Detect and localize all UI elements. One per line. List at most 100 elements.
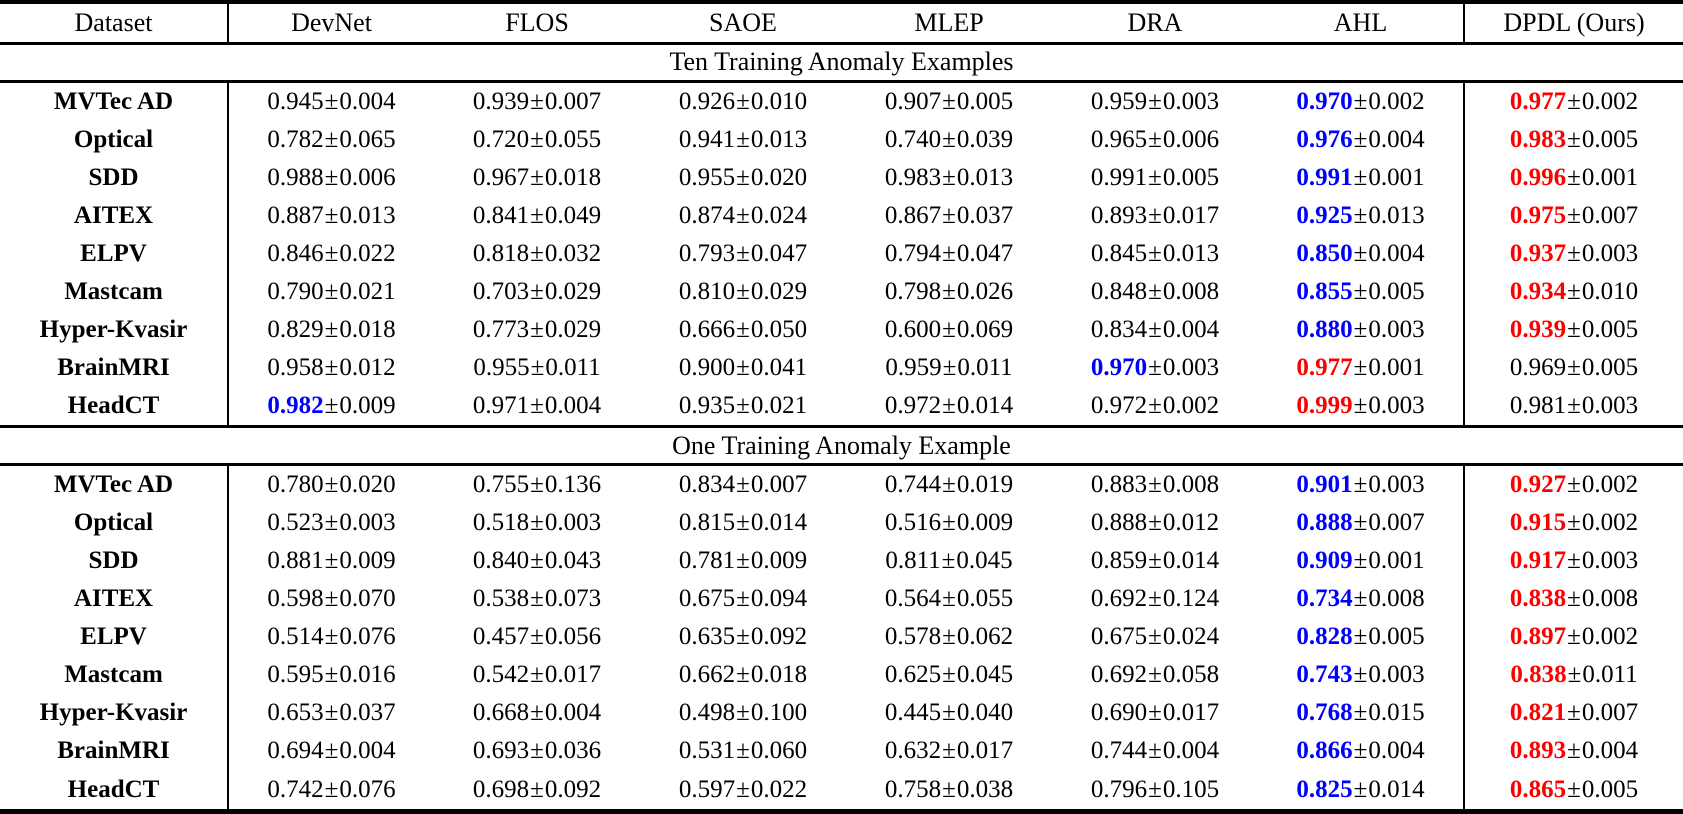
std-value: 0.021 [750, 391, 808, 419]
mean-value: 0.675 [1090, 623, 1148, 651]
mean-value: 0.841 [472, 201, 530, 229]
plus-minus-sign: ± [324, 201, 339, 229]
column-header-devnet: DevNet [291, 7, 372, 37]
std-value: 0.013 [1162, 239, 1220, 267]
mean-value: 0.692 [1090, 661, 1148, 689]
mean-value: 0.855 [1296, 277, 1353, 305]
mean-value: 0.866 [1296, 737, 1353, 765]
std-value: 0.013 [750, 125, 808, 153]
mean-value: 0.848 [1090, 277, 1148, 305]
std-value: 0.004 [1162, 315, 1220, 343]
mean-value: 0.959 [885, 353, 942, 381]
mean-value: 0.958 [267, 353, 324, 381]
std-value: 0.017 [1162, 699, 1220, 727]
plus-minus-sign: ± [1148, 315, 1162, 343]
table-row: Mastcam 0.595±0.016 0.542±0.017 0.662±0.018… [0, 656, 1683, 695]
result-cell-devnet: 0.598±0.070 [228, 580, 434, 618]
std-value: 0.039 [956, 125, 1014, 153]
plus-minus-sign: ± [1148, 391, 1162, 419]
result-cell-devnet: 0.790±0.021 [228, 273, 434, 311]
plus-minus-sign: ± [942, 163, 956, 191]
result-cell-ahl: 0.888±0.007 [1258, 504, 1464, 542]
std-value: 0.005 [1581, 125, 1639, 153]
mean-value: 0.915 [1509, 509, 1567, 537]
result-cell-mlep: 0.600±0.069 [846, 311, 1052, 349]
mean-value: 0.692 [1090, 585, 1148, 613]
mean-value: 0.888 [1296, 509, 1353, 537]
plus-minus-sign: ± [324, 699, 339, 727]
std-value: 0.004 [339, 737, 396, 765]
mean-value: 0.755 [472, 471, 530, 499]
plus-minus-sign: ± [324, 125, 339, 153]
result-cell-saoe: 0.675±0.094 [640, 580, 846, 618]
std-value: 0.003 [1581, 239, 1639, 267]
mean-value: 0.893 [1090, 201, 1148, 229]
plus-minus-sign: ± [736, 623, 750, 651]
std-value: 0.004 [1368, 125, 1425, 153]
result-cell-mlep: 0.632±0.017 [846, 732, 1052, 770]
result-cell-dra: 0.744±0.004 [1052, 732, 1258, 770]
plus-minus-sign: ± [1148, 125, 1162, 153]
mean-value: 0.796 [1090, 775, 1148, 803]
std-value: 0.002 [1581, 623, 1639, 651]
plus-minus-sign: ± [1567, 239, 1581, 267]
std-value: 0.004 [1368, 239, 1425, 267]
result-cell-devnet: 0.694±0.004 [228, 732, 434, 770]
plus-minus-sign: ± [324, 163, 339, 191]
result-cell-saoe: 0.810±0.029 [640, 273, 846, 311]
mean-value: 0.900 [678, 353, 736, 381]
plus-minus-sign: ± [942, 125, 956, 153]
dataset-name: Optical [0, 504, 229, 543]
std-value: 0.092 [750, 623, 808, 651]
mean-value: 0.538 [472, 585, 530, 613]
plus-minus-sign: ± [530, 315, 544, 343]
result-cell-saoe: 0.666±0.050 [640, 311, 846, 349]
std-value: 0.100 [750, 699, 808, 727]
result-cell-devnet: 0.982±0.009 [228, 387, 434, 427]
result-cell-ahl: 0.743±0.003 [1258, 656, 1464, 694]
result-cell-ahl: 0.991±0.001 [1258, 159, 1464, 197]
mean-value: 0.934 [1509, 277, 1567, 305]
std-value: 0.041 [750, 353, 808, 381]
result-cell-mlep: 0.811±0.045 [846, 542, 1052, 580]
std-value: 0.060 [750, 737, 808, 765]
plus-minus-sign: ± [1353, 623, 1368, 651]
std-value: 0.018 [750, 661, 808, 689]
std-value: 0.026 [956, 277, 1014, 305]
mean-value: 0.887 [267, 201, 324, 229]
std-value: 0.136 [544, 471, 602, 499]
result-cell-dra: 0.883±0.008 [1052, 465, 1258, 505]
dataset-name: MVTec AD [0, 464, 229, 505]
mean-value: 0.834 [1090, 315, 1148, 343]
std-value: 0.062 [956, 623, 1014, 651]
plus-minus-sign: ± [736, 239, 750, 267]
std-value: 0.003 [1581, 547, 1639, 575]
mean-value: 0.907 [884, 87, 942, 115]
result-cell-mlep: 0.867±0.037 [846, 197, 1052, 235]
mean-value: 0.925 [1296, 201, 1353, 229]
std-value: 0.038 [956, 775, 1014, 803]
mean-value: 0.653 [267, 699, 324, 727]
result-cell-flos: 0.457±0.056 [434, 618, 640, 656]
plus-minus-sign: ± [736, 163, 750, 191]
dataset-name: BrainMRI [0, 348, 229, 387]
mean-value: 0.972 [1090, 391, 1148, 419]
mean-value: 0.666 [678, 315, 736, 343]
std-value: 0.029 [544, 277, 602, 305]
result-cell-flos: 0.698±0.092 [434, 770, 640, 811]
std-value: 0.003 [1162, 353, 1220, 381]
std-value: 0.047 [956, 239, 1014, 267]
table-row: HeadCT 0.982±0.009 0.971±0.004 0.935±0.021 0… [0, 386, 1683, 427]
plus-minus-sign: ± [530, 353, 545, 381]
table-row: Optical 0.523±0.003 0.518±0.003 0.815±0.014… [0, 504, 1683, 543]
result-cell-saoe: 0.900±0.041 [640, 349, 846, 387]
plus-minus-sign: ± [530, 547, 544, 575]
plus-minus-sign: ± [942, 277, 956, 305]
mean-value: 0.991 [1090, 163, 1148, 191]
result-cell-flos: 0.703±0.029 [434, 273, 640, 311]
mean-value: 0.834 [678, 471, 736, 499]
mean-value: 0.693 [472, 737, 530, 765]
plus-minus-sign: ± [530, 125, 544, 153]
mean-value: 0.955 [678, 163, 736, 191]
result-cell-dpdl-ours: 0.934±0.010 [1463, 272, 1683, 311]
